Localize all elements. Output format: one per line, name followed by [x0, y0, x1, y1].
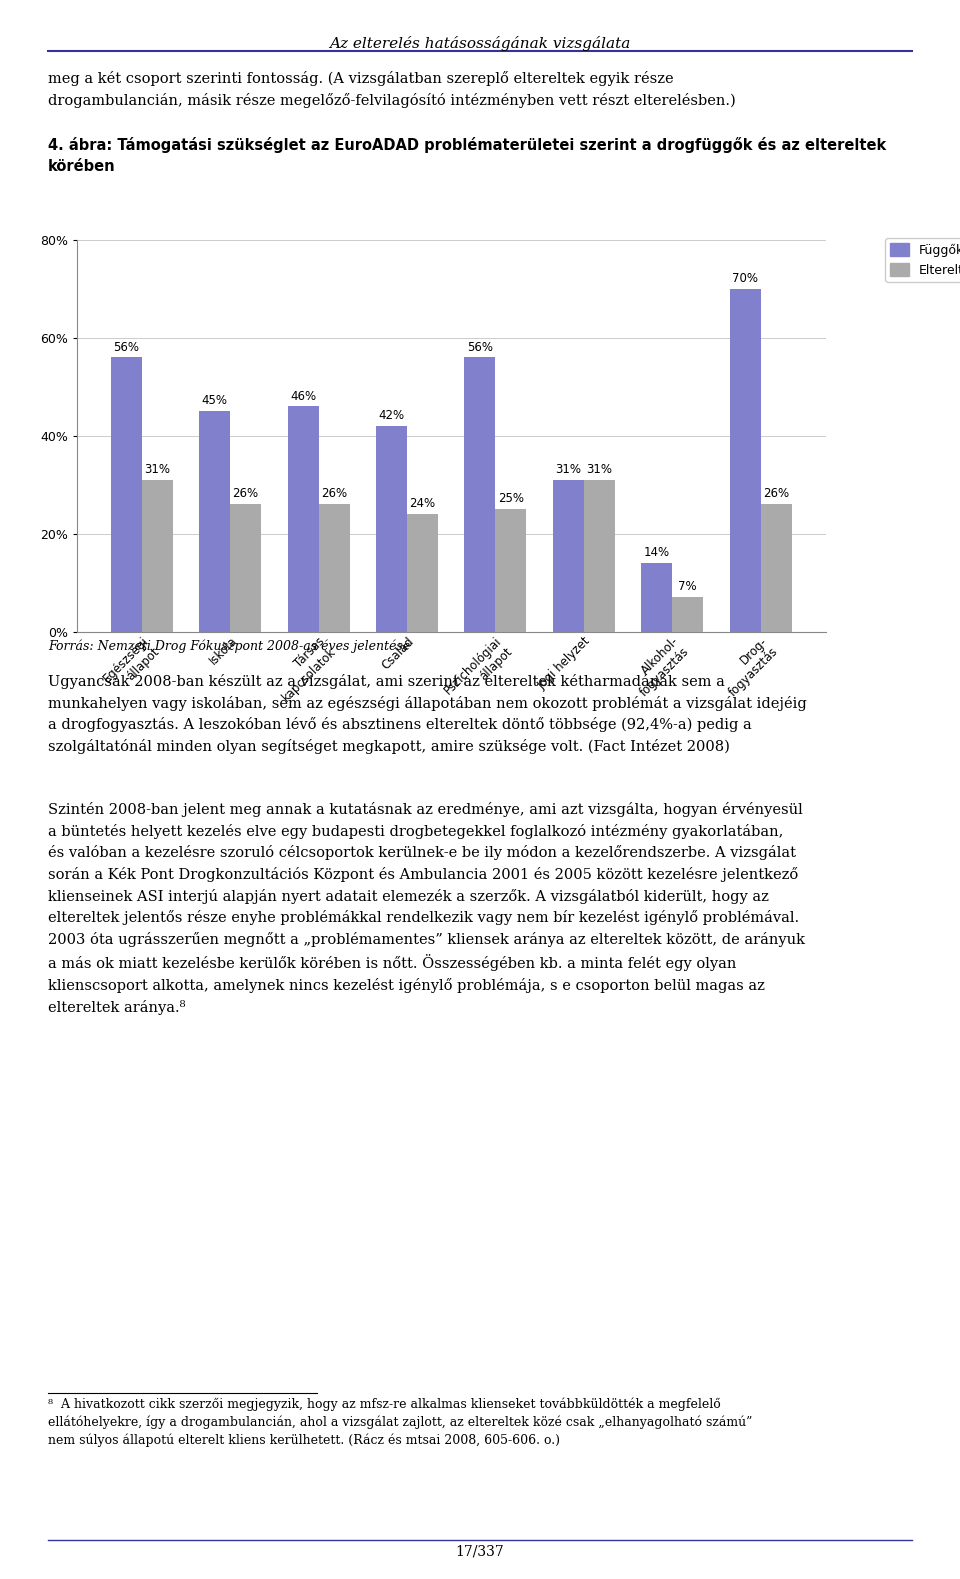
Text: 46%: 46%	[290, 390, 316, 403]
Bar	[407, 515, 438, 632]
Bar	[200, 412, 230, 632]
Text: 24%: 24%	[409, 497, 436, 510]
Text: 25%: 25%	[498, 493, 524, 505]
Text: Ugyancsak 2008-ban készült az a vizsgálat, ami szerint az eltereltek kétharmadán: Ugyancsak 2008-ban készült az a vizsgála…	[48, 674, 806, 755]
Text: 56%: 56%	[113, 341, 139, 354]
Text: ⁸  A hivatkozott cikk szerzői megjegyzik, hogy az mfsz-re alkalmas klienseket to: ⁸ A hivatkozott cikk szerzői megjegyzik,…	[48, 1397, 753, 1448]
Bar	[553, 480, 584, 632]
Text: Forrás: Nemzeti Drog Fókuszpont 2008-as éves jelentése: Forrás: Nemzeti Drog Fókuszpont 2008-as …	[48, 639, 410, 654]
Text: 7%: 7%	[679, 581, 697, 594]
Bar	[672, 597, 703, 632]
Bar	[584, 480, 614, 632]
Text: 56%: 56%	[467, 341, 492, 354]
Bar	[110, 357, 142, 632]
Bar	[230, 504, 261, 632]
Bar	[319, 504, 349, 632]
Bar	[730, 289, 760, 632]
Text: 31%: 31%	[587, 463, 612, 475]
Text: Szintén 2008-ban jelent meg annak a kutatásnak az eredménye, ami azt vizsgálta, : Szintén 2008-ban jelent meg annak a kuta…	[48, 802, 805, 1015]
Bar	[142, 480, 173, 632]
Text: 31%: 31%	[555, 463, 582, 475]
Legend: Függők, Eltereltek: Függők, Eltereltek	[885, 238, 960, 283]
Bar	[376, 426, 407, 632]
Bar	[465, 357, 495, 632]
Text: 31%: 31%	[144, 463, 170, 475]
Text: 26%: 26%	[321, 488, 348, 501]
Text: 17/337: 17/337	[456, 1544, 504, 1558]
Text: 70%: 70%	[732, 272, 758, 286]
Text: 26%: 26%	[232, 488, 258, 501]
Text: 4. ábra: Támogatási szükséglet az EuroADAD problématerületei szerint a drogfüggő: 4. ábra: Támogatási szükséglet az EuroAD…	[48, 137, 886, 174]
Text: 45%: 45%	[202, 395, 228, 407]
Bar	[641, 564, 672, 632]
Bar	[288, 406, 319, 632]
Text: 42%: 42%	[378, 409, 404, 422]
Bar	[495, 508, 526, 632]
Bar	[760, 504, 792, 632]
Text: Az elterelés hatásosságának vizsgálata: Az elterelés hatásosságának vizsgálata	[329, 36, 631, 51]
Text: 26%: 26%	[763, 488, 789, 501]
Text: 14%: 14%	[644, 546, 670, 559]
Text: meg a két csoport szerinti fontosság. (A vizsgálatban szereplő eltereltek egyik : meg a két csoport szerinti fontosság. (A…	[48, 71, 735, 109]
